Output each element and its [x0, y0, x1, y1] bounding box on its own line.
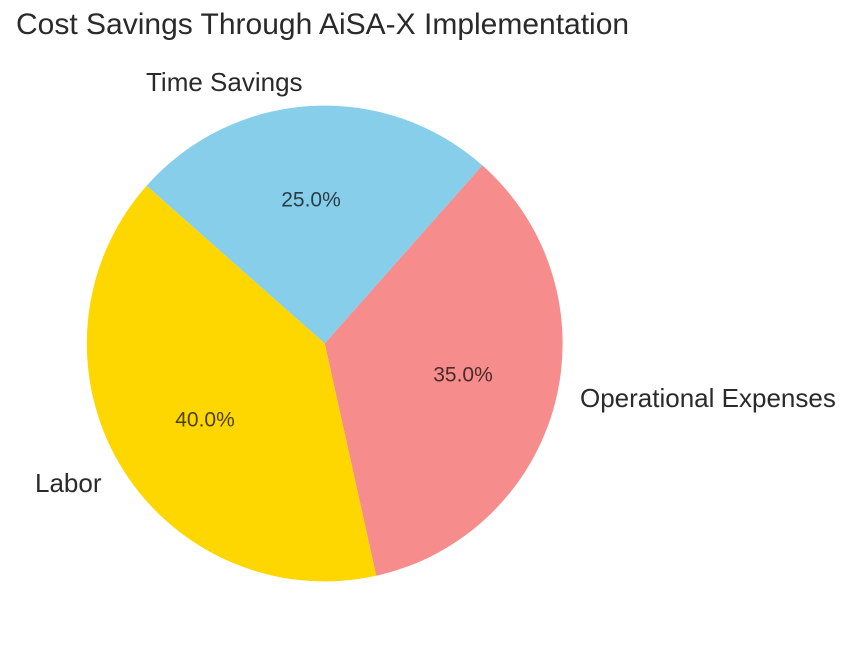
- svg-text:40.0%: 40.0%: [175, 409, 235, 432]
- svg-text:25.0%: 25.0%: [281, 189, 341, 212]
- svg-text:Time Savings: Time Savings: [146, 67, 303, 97]
- svg-text:Operational Expenses: Operational Expenses: [580, 383, 836, 413]
- svg-text:35.0%: 35.0%: [433, 364, 493, 387]
- svg-text:Labor: Labor: [35, 468, 102, 498]
